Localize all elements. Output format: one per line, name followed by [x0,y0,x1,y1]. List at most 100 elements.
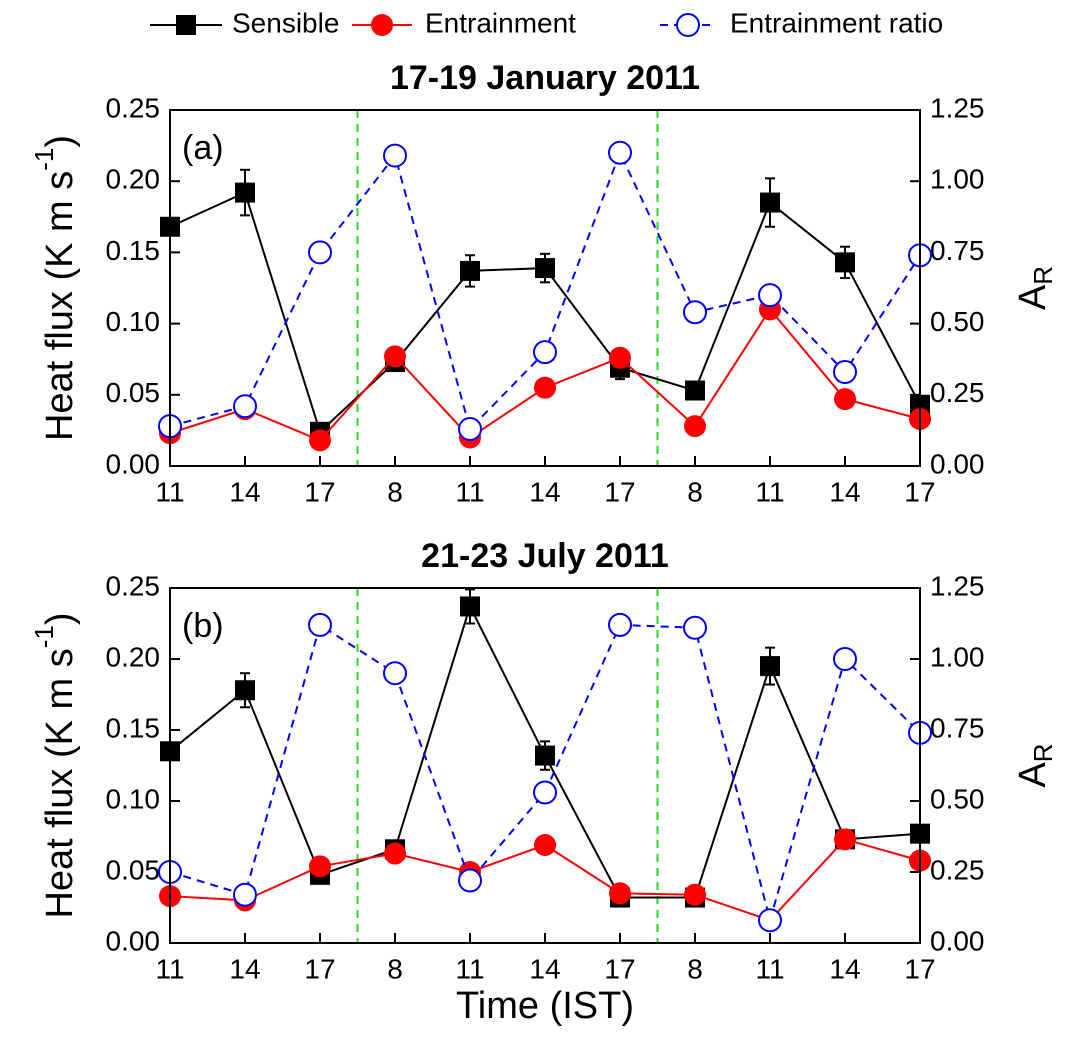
y2-tick-label: 0.75 [930,235,985,266]
marker [233,882,257,907]
marker [535,745,555,766]
y-axis-label-end: ) [39,612,81,625]
x-tick-label: 17 [304,953,335,984]
marker [460,596,480,617]
y2-axis-label-sub: R [1028,266,1058,285]
y-axis-label-sup: -1 [29,148,59,171]
x-tick-label: 14 [529,953,560,984]
x-tick-label: 17 [604,476,635,507]
x-tick-label: 17 [904,953,935,984]
y2-axis-label-text: A [1012,284,1054,310]
marker [683,615,707,640]
y2-tick-label: 0.50 [930,783,985,814]
marker [458,868,482,893]
marker [309,855,331,878]
y2-tick-label: 1.00 [930,641,985,672]
y2-axis-label: AR [1012,266,1058,310]
marker [458,416,482,441]
x-tick-label: 14 [529,476,560,507]
y-tick-label: 0.00 [106,925,161,956]
panel-title: 17-19 January 2011 [390,59,700,97]
marker [758,908,782,933]
marker [308,612,332,637]
marker [533,340,557,365]
marker [835,252,855,273]
y2-axis-label-sub: R [1028,743,1058,762]
y-tick-label: 0.10 [106,783,161,814]
marker [383,661,407,686]
panel-label: (b) [182,607,224,645]
y-tick-label: 0.05 [106,854,161,885]
marker [684,883,706,906]
marker [760,656,780,677]
y2-tick-label: 0.00 [930,448,985,479]
plot-frame [169,109,921,467]
y-tick-label: 0.25 [106,92,161,123]
series-line [169,623,921,925]
y2-tick-label: 1.25 [930,92,985,123]
y-tick-label: 0.20 [106,641,161,672]
y-axis-label: Heat flux (K m s-1) [29,135,81,441]
x-tick-label: 17 [304,476,335,507]
marker [235,182,255,203]
y-axis-label: Heat flux (K m s-1) [29,612,81,918]
y-axis-label-text: Heat flux (K m s [39,171,81,441]
y2-tick-label: 0.50 [930,306,985,337]
marker [684,415,706,438]
x-tick-label: 8 [687,953,703,984]
x-tick-label: 17 [904,476,935,507]
x-tick-label: 11 [755,476,784,507]
marker [233,394,257,419]
series-line [169,307,921,442]
panel-title: 21-23 July 2011 [421,537,669,575]
x-tick-label: 14 [229,953,260,984]
legend-marker [371,14,393,36]
x-tick-label: 11 [155,476,184,507]
y2-axis-label-text: A [1012,762,1054,788]
y2-axis-label: AR [1012,743,1058,787]
marker [608,140,632,165]
marker [235,680,255,701]
panel-label: (a) [182,129,224,167]
legend-label: Entrainment [425,7,576,38]
x-tick-label: 14 [829,953,860,984]
x-tick-label: 11 [755,953,784,984]
x-tick-label: 8 [687,476,703,507]
x-tick-label: 8 [387,953,403,984]
y-tick-label: 0.15 [106,712,161,743]
legend-label: Sensible [232,7,339,38]
y-tick-label: 0.20 [106,164,161,195]
x-tick-label: 14 [829,476,860,507]
marker [533,780,557,805]
y-axis-label-end: ) [39,135,81,148]
marker [309,429,331,452]
legend-marker [176,15,196,35]
x-axis-label: Time (IST) [456,985,634,1027]
y-tick-label: 0.25 [106,570,161,601]
marker [460,260,480,281]
x-tick-label: 14 [229,476,260,507]
legend-label: Entrainment ratio [730,7,943,38]
y-tick-label: 0.15 [106,235,161,266]
marker [609,346,631,369]
y-tick-label: 0.05 [106,377,161,408]
marker [535,258,555,279]
y-axis-label-text: Heat flux (K m s [39,648,81,918]
marker [609,882,631,905]
marker [608,612,632,637]
y2-tick-label: 1.25 [930,570,985,601]
x-tick-label: 11 [455,953,484,984]
marker [834,388,856,411]
marker [833,647,857,671]
y2-tick-label: 0.00 [930,925,985,956]
plot-frame [169,587,921,944]
marker [833,360,857,385]
marker [383,143,407,168]
y-axis-label-sup: -1 [29,625,59,648]
x-tick-label: 8 [387,476,403,507]
y2-tick-label: 0.75 [930,712,985,743]
x-tick-label: 17 [604,953,635,984]
x-tick-label: 11 [455,476,484,507]
marker [534,376,556,399]
